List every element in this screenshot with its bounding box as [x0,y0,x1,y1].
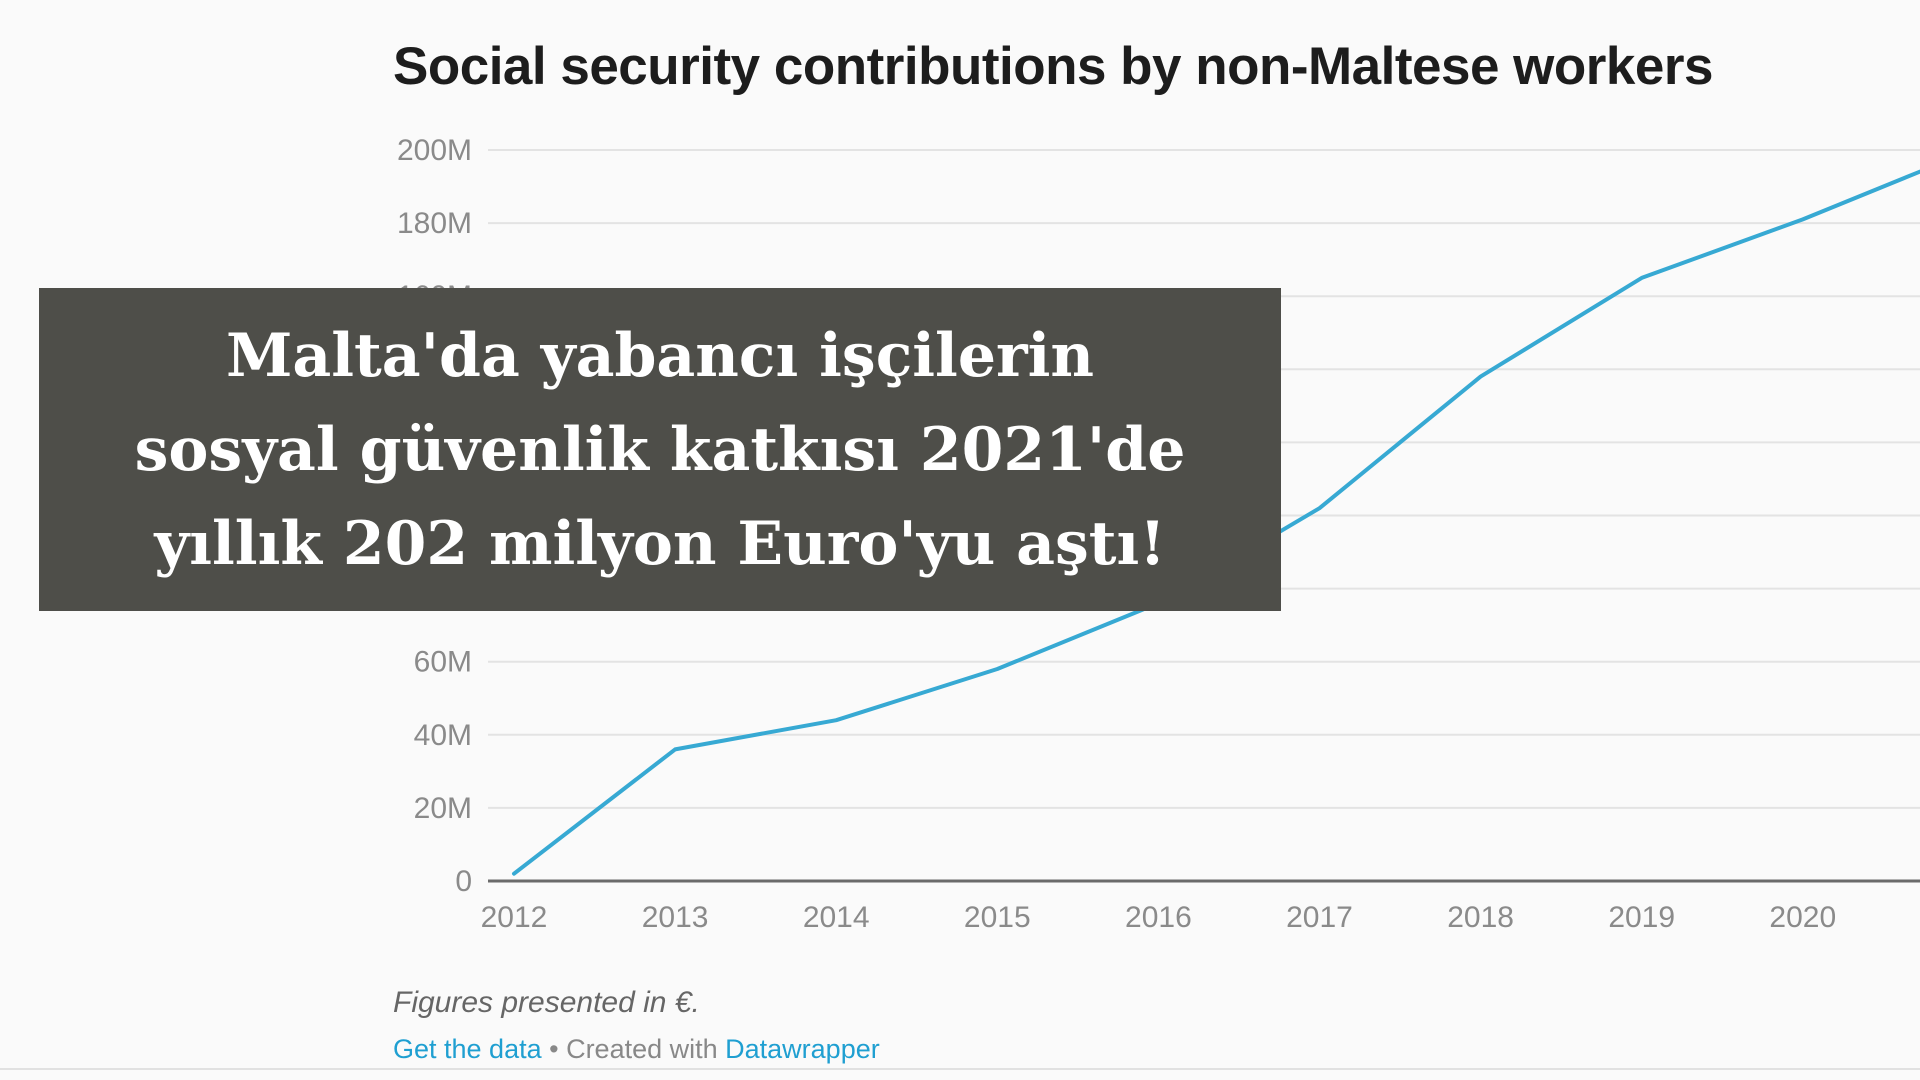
headline-banner: Malta'da yabancı işçilerin sosyal güvenl… [39,288,1281,611]
y-tick-label: 180M [397,207,472,240]
x-tick-label: 2015 [964,901,1031,934]
headline-text: Malta'da yabancı işçilerin sosyal güvenl… [134,320,1186,579]
chart-notes: Figures presented in €. [393,986,700,1019]
x-axis-tick-labels: 2012 2013 2014 2015 2016 2017 2018 2019 2020 [481,901,1837,934]
y-tick-label: 60M [414,646,472,679]
x-tick-label: 2012 [481,901,548,934]
x-tick-label: 2020 [1769,901,1836,934]
bottom-divider [0,1068,1920,1070]
datawrapper-link[interactable]: Datawrapper [725,1034,880,1064]
chart-title: Social security contributions by non-Mal… [393,37,1713,96]
chart-footer: Get the data • Created with Datawrapper [393,1034,880,1065]
x-tick-label: 2019 [1608,901,1675,934]
get-the-data-link[interactable]: Get the data [393,1034,542,1064]
y-tick-label: 200M [397,134,472,167]
y-tick-label: 20M [414,792,472,825]
x-tick-label: 2013 [642,901,709,934]
y-tick-label: 40M [414,719,472,752]
x-tick-label: 2014 [803,901,870,934]
x-tick-label: 2018 [1447,901,1514,934]
footer-separator: • Created with [541,1034,726,1064]
x-tick-label: 2016 [1125,901,1192,934]
x-tick-label: 2017 [1286,901,1353,934]
y-tick-label: 0 [455,865,472,898]
